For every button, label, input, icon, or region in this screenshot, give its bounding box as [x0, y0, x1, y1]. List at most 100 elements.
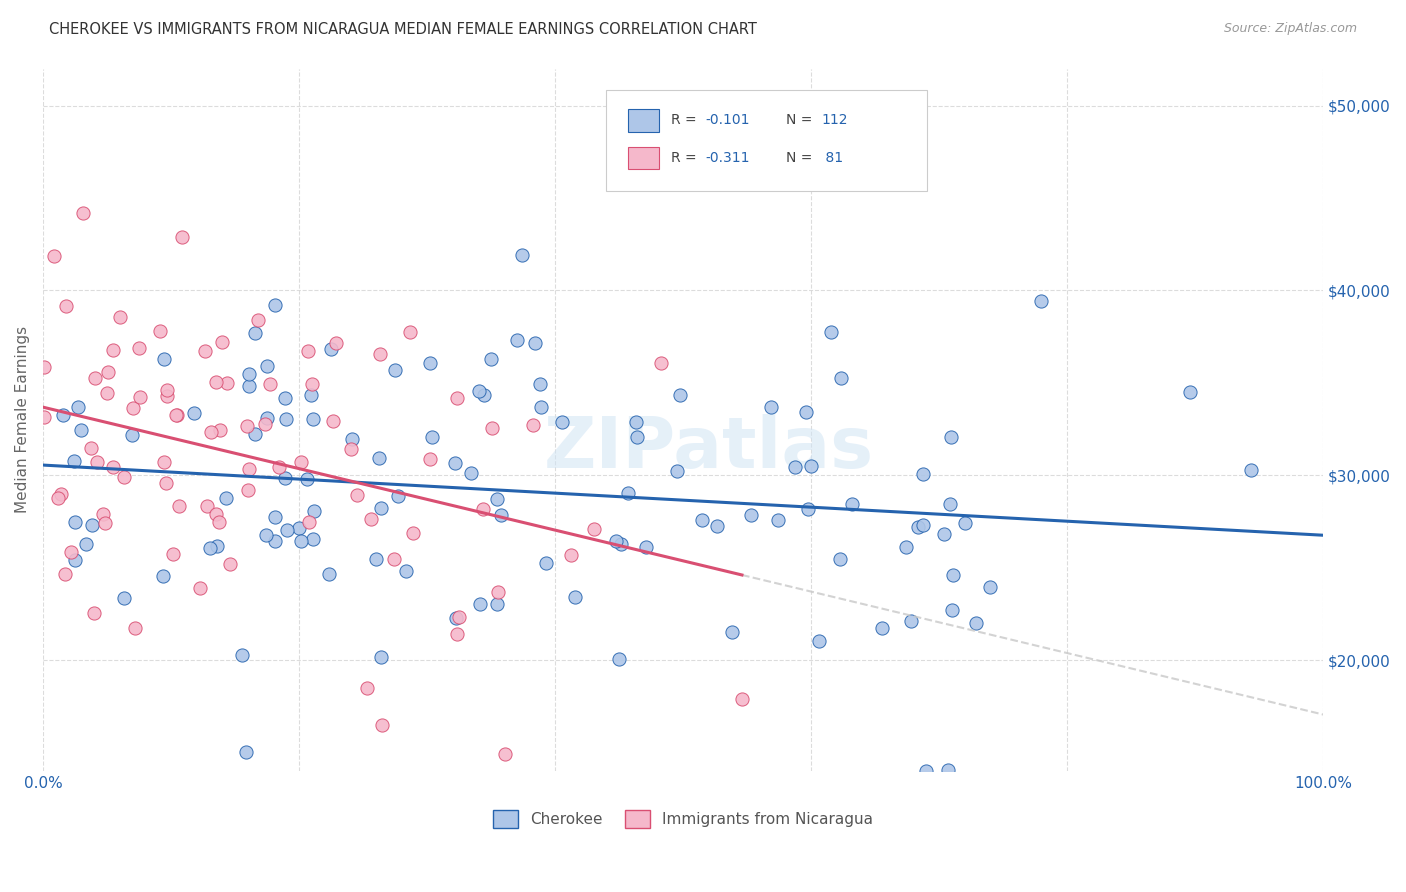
Point: [530, 400, 553, 414]
Point: [63, 515, 86, 529]
Point: [290, 533, 312, 548]
Point: [364, 552, 387, 566]
Point: [979, 581, 1001, 595]
Point: [156, 383, 179, 397]
Point: [953, 516, 976, 530]
Point: [195, 499, 218, 513]
Point: [319, 342, 342, 356]
Point: [800, 459, 823, 474]
Point: [276, 523, 298, 537]
Point: [1240, 463, 1263, 477]
Point: [149, 324, 172, 338]
Point: [97, 365, 120, 379]
Point: [243, 326, 266, 340]
Point: [419, 451, 441, 466]
Point: [295, 472, 318, 486]
Point: [194, 344, 217, 359]
Point: [80, 518, 103, 533]
Point: [384, 363, 406, 377]
Point: [155, 475, 177, 490]
Point: [236, 483, 259, 497]
Point: [506, 333, 529, 347]
Point: [534, 556, 557, 570]
Point: [634, 540, 657, 554]
Point: [231, 648, 253, 663]
Point: [420, 430, 443, 444]
Point: [129, 390, 152, 404]
Text: CHEROKEE VS IMMIGRANTS FROM NICARAGUA MEDIAN FEMALE EARNINGS CORRELATION CHART: CHEROKEE VS IMMIGRANTS FROM NICARAGUA ME…: [49, 22, 756, 37]
Point: [152, 568, 174, 582]
Point: [263, 298, 285, 312]
Point: [200, 425, 222, 440]
Point: [460, 466, 482, 480]
Point: [205, 376, 228, 390]
Point: [740, 508, 762, 522]
Point: [208, 515, 231, 529]
Point: [254, 528, 277, 542]
Point: [49, 487, 72, 501]
Point: [650, 356, 672, 370]
Point: [253, 417, 276, 432]
Point: [101, 459, 124, 474]
Point: [624, 415, 647, 429]
Point: [394, 565, 416, 579]
Point: [264, 534, 287, 549]
Point: [444, 456, 467, 470]
Y-axis label: Median Female Earnings: Median Female Earnings: [15, 326, 30, 514]
Point: [965, 615, 987, 630]
Point: [368, 451, 391, 466]
Point: [153, 455, 176, 469]
Point: [156, 389, 179, 403]
Point: [169, 499, 191, 513]
Point: [486, 491, 509, 506]
Point: [51, 408, 73, 422]
Point: [607, 652, 630, 666]
Point: [112, 591, 135, 606]
Point: [768, 513, 790, 527]
Point: [124, 621, 146, 635]
Point: [468, 597, 491, 611]
Point: [382, 552, 405, 566]
Point: [96, 386, 118, 401]
Point: [166, 409, 188, 423]
Point: [79, 441, 101, 455]
Point: [444, 610, 467, 624]
Point: [256, 359, 278, 373]
Text: 112: 112: [821, 113, 848, 128]
Text: N =: N =: [786, 113, 817, 128]
Point: [70, 423, 93, 437]
Point: [112, 470, 135, 484]
Text: N =: N =: [786, 151, 817, 165]
Point: [86, 454, 108, 468]
Point: [290, 455, 312, 469]
Point: [297, 515, 319, 529]
Text: 81: 81: [821, 151, 844, 165]
Point: [245, 427, 267, 442]
Point: [706, 518, 728, 533]
Point: [447, 610, 470, 624]
Point: [162, 547, 184, 561]
Point: [912, 467, 935, 481]
Point: [551, 415, 574, 429]
Point: [101, 343, 124, 357]
Point: [370, 500, 392, 515]
Point: [942, 568, 965, 582]
Point: [486, 598, 509, 612]
Point: [75, 537, 97, 551]
Point: [894, 540, 917, 554]
Point: [446, 391, 468, 405]
Text: -0.311: -0.311: [706, 151, 751, 165]
Point: [108, 310, 131, 325]
Point: [524, 336, 547, 351]
Point: [368, 347, 391, 361]
Point: [256, 410, 278, 425]
Point: [205, 539, 228, 553]
Point: [912, 517, 935, 532]
Point: [246, 313, 269, 327]
Point: [583, 522, 606, 536]
Point: [219, 557, 242, 571]
Point: [731, 692, 754, 706]
Point: [65, 553, 87, 567]
Point: [121, 427, 143, 442]
Point: [371, 718, 394, 732]
